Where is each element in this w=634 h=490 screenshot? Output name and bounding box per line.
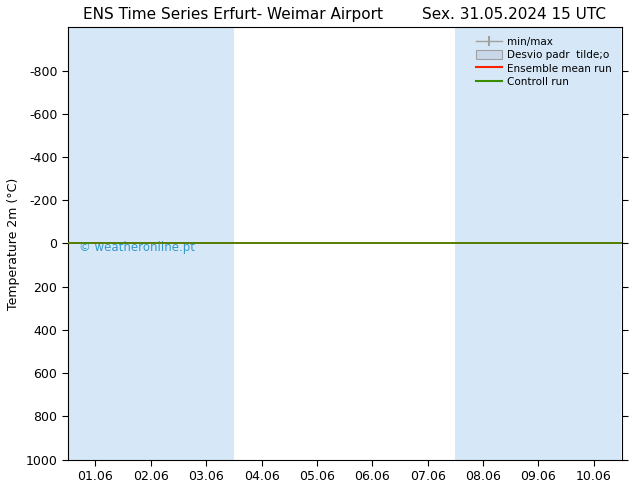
Y-axis label: Temperature 2m (°C): Temperature 2m (°C) — [7, 177, 20, 310]
Bar — [511, 27, 566, 460]
Legend: min/max, Desvio padr  tilde;o, Ensemble mean run, Controll run: min/max, Desvio padr tilde;o, Ensemble m… — [472, 32, 616, 91]
Text: © weatheronline.pt: © weatheronline.pt — [79, 241, 195, 254]
Bar — [179, 27, 234, 460]
Bar — [123, 27, 179, 460]
Bar — [68, 27, 123, 460]
Bar — [566, 27, 621, 460]
Bar — [455, 27, 511, 460]
Title: ENS Time Series Erfurt- Weimar Airport        Sex. 31.05.2024 15 UTC: ENS Time Series Erfurt- Weimar Airport S… — [83, 7, 606, 22]
